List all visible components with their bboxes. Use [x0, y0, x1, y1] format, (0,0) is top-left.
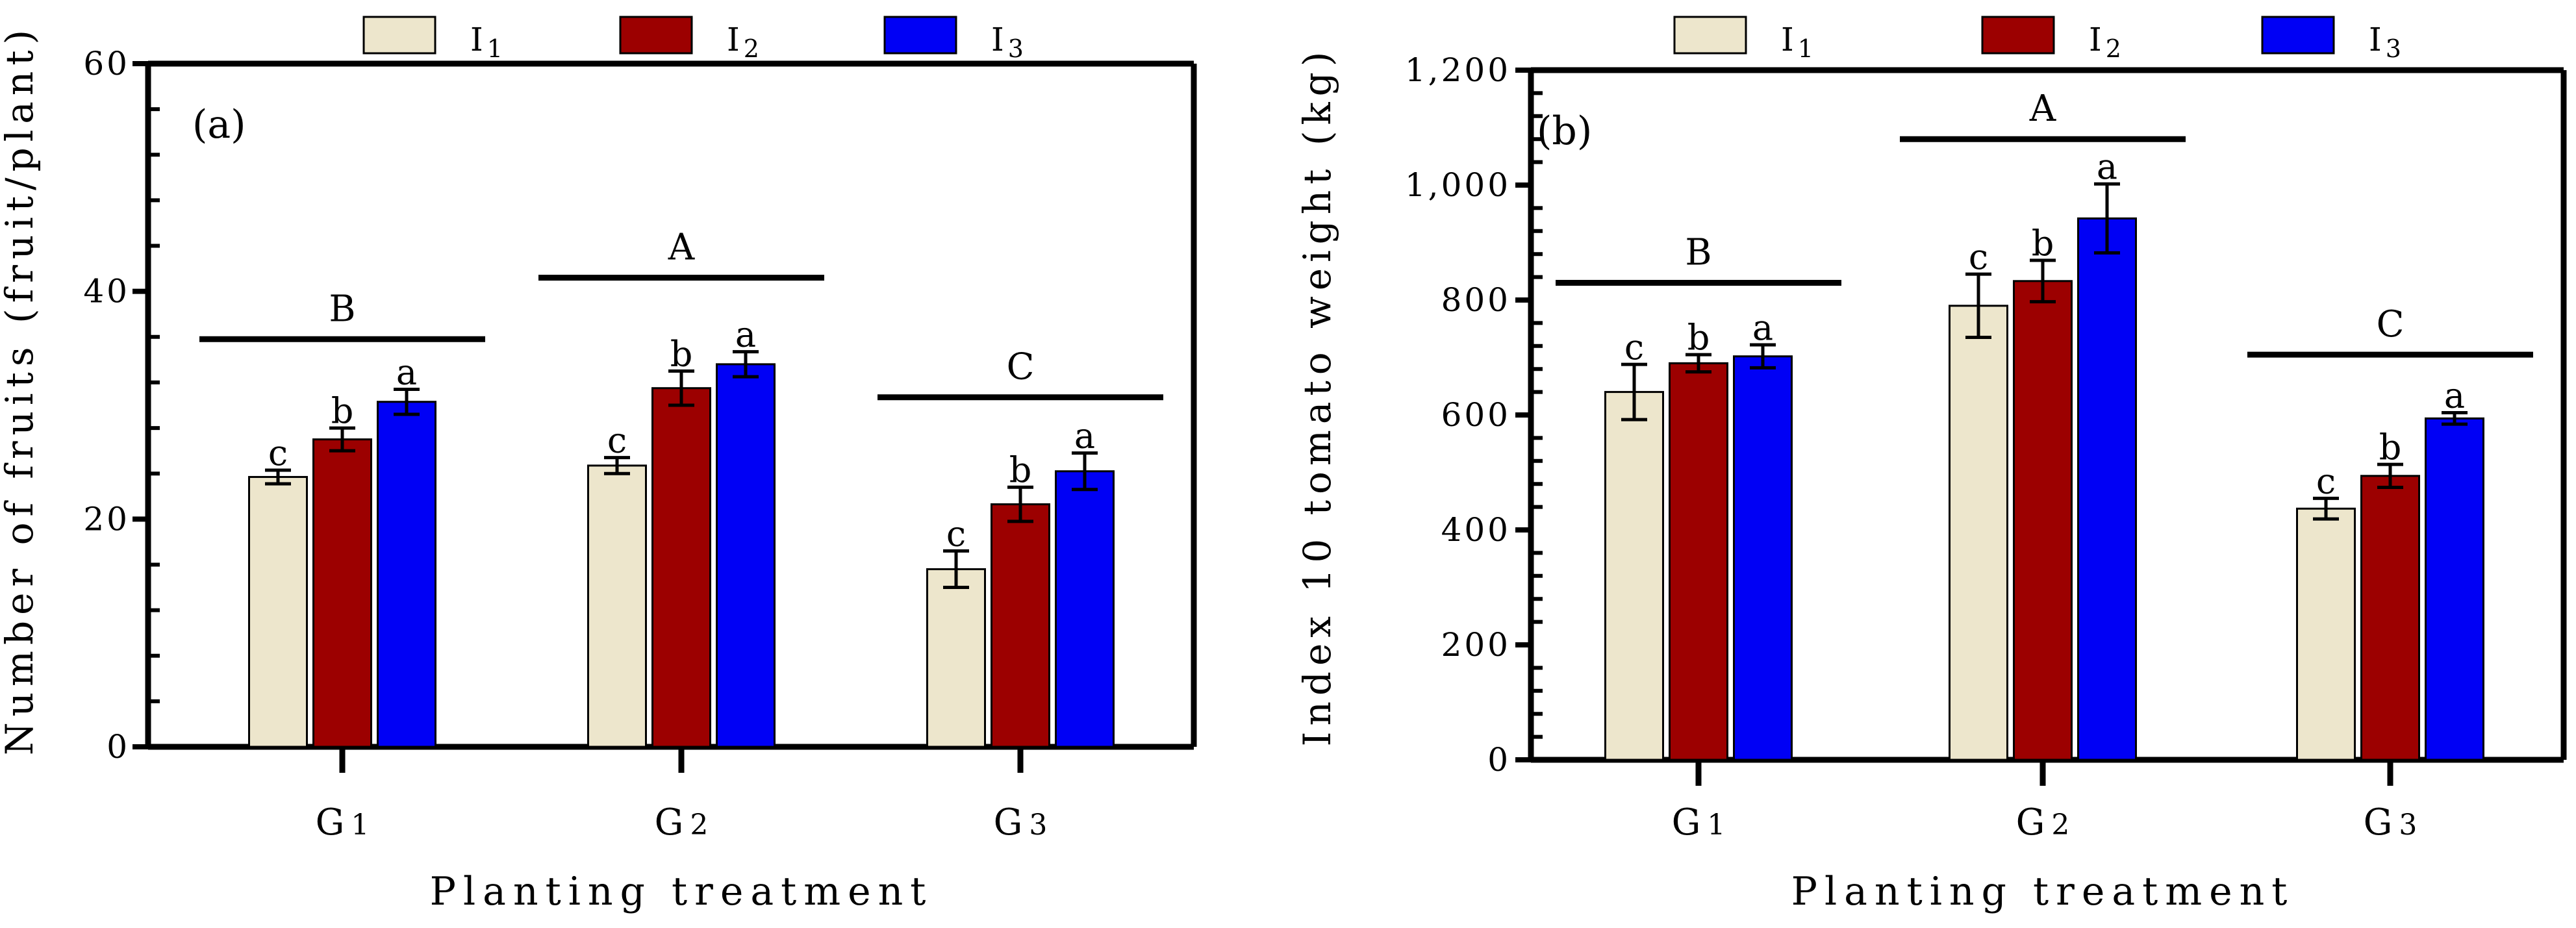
y-axis-title: Index 10 tomato weight (kg) — [1295, 46, 1339, 747]
significance-letter: a — [2444, 375, 2465, 416]
bar-G2-I3 — [716, 363, 776, 748]
y-tick-label: 1,200 — [1405, 51, 1511, 89]
group-significance-letter: C — [1007, 346, 1035, 388]
significance-letter: a — [2097, 146, 2117, 187]
y-tick-label: 0 — [107, 728, 130, 766]
x-axis-title: Planting treatment — [1791, 869, 2295, 914]
significance-letter: a — [735, 314, 756, 355]
significance-letter: b — [2379, 427, 2402, 468]
y-tick-label: 40 — [83, 273, 130, 310]
bar-G1-I1 — [248, 475, 308, 748]
y-tick-label: 20 — [83, 500, 130, 538]
significance-letter: a — [1752, 307, 1773, 348]
group-significance-letter: A — [668, 227, 695, 269]
bar-G1-I3 — [377, 401, 436, 748]
group-significance-letter: C — [2377, 303, 2405, 345]
significance-letter: b — [1009, 449, 1032, 490]
legend-swatch-I1 — [1673, 16, 1747, 55]
significance-letter: c — [268, 433, 288, 473]
significance-letter: a — [396, 351, 417, 392]
legend-swatch-I2 — [1981, 16, 2055, 55]
significance-letter: c — [607, 420, 627, 461]
bar-G2-I3 — [2077, 217, 2137, 761]
significance-letter: c — [1969, 236, 1988, 277]
y-tick-label: 60 — [83, 45, 130, 82]
group-significance-letter: B — [1685, 231, 1711, 273]
bar-G1-I2 — [1669, 362, 1728, 761]
bar-G3-I1 — [2296, 507, 2356, 761]
bar-G3-I2 — [991, 503, 1050, 748]
y-tick-label: 800 — [1441, 281, 1511, 319]
bar-G3-I1 — [926, 568, 986, 748]
bar-G3-I2 — [2360, 475, 2420, 761]
bar-G2-I2 — [2013, 280, 2073, 761]
significance-letter: c — [946, 513, 966, 554]
significance-letter: b — [670, 333, 693, 374]
x-axis-title: Planting treatment — [430, 869, 933, 914]
significance-letter: b — [1687, 317, 1710, 358]
y-axis-title: Number of fruits (fruit/plant) — [0, 24, 42, 755]
panel-label: (b) — [1537, 108, 1592, 154]
y-tick-label: 0 — [1487, 741, 1511, 779]
panel-label: (a) — [192, 102, 246, 147]
bar-G2-I2 — [651, 387, 711, 748]
bar-G1-I2 — [312, 438, 372, 748]
bar-G3-I3 — [1055, 470, 1115, 748]
legend-swatch-I3 — [2261, 16, 2335, 55]
group-significance-letter: B — [329, 288, 355, 330]
significance-letter: a — [1074, 416, 1095, 457]
legend-swatch-I3 — [883, 16, 957, 55]
bar-G3-I3 — [2425, 417, 2484, 761]
legend-swatch-I2 — [619, 16, 693, 55]
bar-G1-I1 — [1604, 391, 1664, 761]
significance-letter: c — [2316, 460, 2336, 501]
bar-G2-I1 — [1949, 305, 2008, 761]
bar-G1-I3 — [1733, 355, 1793, 761]
y-tick-label: 600 — [1441, 396, 1511, 434]
y-tick-label: 200 — [1441, 626, 1511, 664]
significance-letter: b — [2032, 223, 2054, 264]
y-tick-label: 1,000 — [1405, 166, 1511, 204]
legend-swatch-I1 — [362, 16, 436, 55]
significance-letter: b — [331, 390, 354, 431]
bar-G2-I1 — [587, 464, 647, 748]
y-tick-label: 400 — [1441, 511, 1511, 549]
group-significance-letter: A — [2029, 88, 2056, 130]
significance-letter: c — [1624, 327, 1644, 368]
